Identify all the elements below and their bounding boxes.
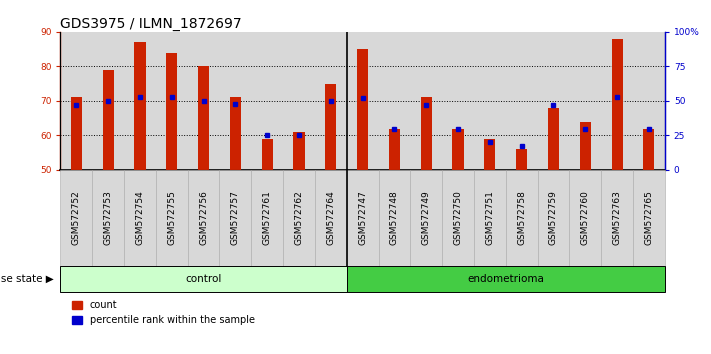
Text: disease state ▶: disease state ▶ — [0, 274, 53, 284]
Text: GSM572764: GSM572764 — [326, 190, 336, 245]
Bar — [262, 139, 273, 170]
Text: GSM572760: GSM572760 — [581, 190, 589, 245]
Text: GSM572750: GSM572750 — [454, 190, 463, 245]
Bar — [60, 32, 92, 170]
Legend: count, percentile rank within the sample: count, percentile rank within the sample — [73, 301, 255, 325]
Bar — [452, 129, 464, 170]
Bar — [611, 39, 623, 170]
Bar — [538, 32, 570, 170]
Bar — [506, 32, 538, 170]
Text: GDS3975 / ILMN_1872697: GDS3975 / ILMN_1872697 — [60, 17, 242, 31]
Bar — [347, 32, 378, 170]
Bar — [474, 32, 506, 170]
Bar — [410, 32, 442, 170]
Bar — [633, 32, 665, 170]
Bar — [102, 70, 114, 170]
Bar — [421, 97, 432, 170]
Bar — [643, 129, 654, 170]
Text: GSM572765: GSM572765 — [644, 190, 653, 245]
Bar — [389, 129, 400, 170]
Bar — [92, 32, 124, 170]
Text: GSM572756: GSM572756 — [199, 190, 208, 245]
Bar — [602, 32, 633, 170]
Bar — [283, 32, 315, 170]
Bar — [315, 32, 347, 170]
Text: control: control — [186, 274, 222, 284]
Text: GSM572754: GSM572754 — [136, 190, 144, 245]
Bar — [188, 32, 220, 170]
Bar — [579, 122, 591, 170]
Bar — [134, 42, 146, 170]
Bar — [325, 84, 336, 170]
Bar — [124, 32, 156, 170]
Bar — [294, 132, 304, 170]
Bar — [156, 32, 188, 170]
Bar — [220, 32, 251, 170]
Text: GSM572751: GSM572751 — [486, 190, 494, 245]
Text: GSM572749: GSM572749 — [422, 190, 431, 245]
Bar — [251, 32, 283, 170]
Text: GSM572753: GSM572753 — [104, 190, 112, 245]
Text: endometrioma: endometrioma — [467, 274, 544, 284]
Text: GSM572762: GSM572762 — [294, 190, 304, 245]
Text: GSM572761: GSM572761 — [262, 190, 272, 245]
Text: GSM572757: GSM572757 — [231, 190, 240, 245]
Text: GSM572752: GSM572752 — [72, 190, 81, 245]
Bar — [71, 97, 82, 170]
Bar — [442, 32, 474, 170]
Text: GSM572747: GSM572747 — [358, 190, 367, 245]
Text: GSM572758: GSM572758 — [517, 190, 526, 245]
Bar — [516, 149, 528, 170]
Bar — [378, 32, 410, 170]
Bar — [198, 67, 209, 170]
Bar — [484, 139, 496, 170]
Bar — [230, 97, 241, 170]
Text: GSM572759: GSM572759 — [549, 190, 558, 245]
Text: GSM572755: GSM572755 — [167, 190, 176, 245]
Bar — [166, 53, 177, 170]
Text: GSM572763: GSM572763 — [613, 190, 621, 245]
Bar — [548, 108, 559, 170]
Bar — [357, 49, 368, 170]
Bar — [570, 32, 602, 170]
Text: GSM572748: GSM572748 — [390, 190, 399, 245]
